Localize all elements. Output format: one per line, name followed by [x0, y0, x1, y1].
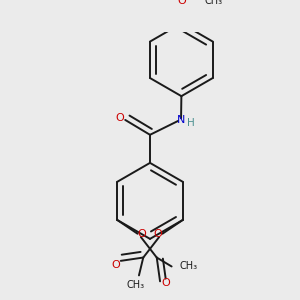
Text: O: O — [115, 113, 124, 123]
Text: CH₃: CH₃ — [179, 261, 197, 271]
Text: O: O — [153, 230, 162, 239]
Text: N: N — [176, 115, 185, 124]
Text: CH₃: CH₃ — [127, 280, 145, 290]
Text: CH₃: CH₃ — [205, 0, 223, 6]
Text: O: O — [161, 278, 170, 288]
Text: O: O — [111, 260, 120, 271]
Text: H: H — [187, 118, 194, 128]
Text: O: O — [177, 0, 186, 6]
Text: O: O — [138, 230, 147, 239]
